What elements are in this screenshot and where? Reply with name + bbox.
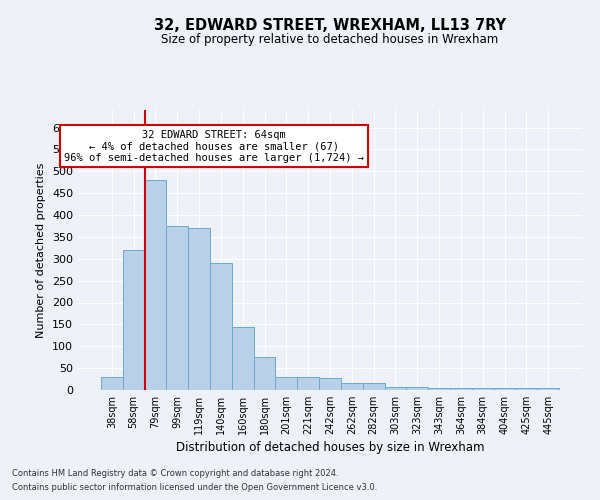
Bar (254, 357, 275, 390)
Bar (297, 377, 319, 390)
Bar (472, 388, 494, 390)
Bar (101, 377, 123, 390)
Bar (319, 378, 341, 390)
Bar (515, 388, 537, 390)
Bar (166, 226, 188, 390)
Text: Contains public sector information licensed under the Open Government Licence v3: Contains public sector information licen… (12, 484, 377, 492)
Bar (428, 388, 450, 390)
Bar (232, 328, 254, 390)
Bar (123, 250, 145, 390)
Y-axis label: Number of detached properties: Number of detached properties (37, 162, 46, 338)
Bar (341, 384, 363, 390)
Bar (450, 388, 472, 390)
Bar (385, 386, 406, 390)
Bar (210, 263, 232, 390)
Text: 32, EDWARD STREET, WREXHAM, LL13 7RY: 32, EDWARD STREET, WREXHAM, LL13 7RY (154, 18, 506, 32)
Bar (406, 386, 428, 390)
Bar (275, 377, 297, 390)
Bar (494, 388, 515, 390)
Bar (537, 388, 559, 390)
Text: Contains HM Land Registry data © Crown copyright and database right 2024.: Contains HM Land Registry data © Crown c… (12, 468, 338, 477)
X-axis label: Distribution of detached houses by size in Wrexham: Distribution of detached houses by size … (176, 441, 484, 454)
Bar (188, 228, 210, 390)
Text: 32 EDWARD STREET: 64sqm
← 4% of detached houses are smaller (67)
96% of semi-det: 32 EDWARD STREET: 64sqm ← 4% of detached… (64, 130, 364, 163)
Text: Size of property relative to detached houses in Wrexham: Size of property relative to detached ho… (161, 32, 499, 46)
Bar (363, 384, 385, 390)
Bar (145, 180, 166, 390)
